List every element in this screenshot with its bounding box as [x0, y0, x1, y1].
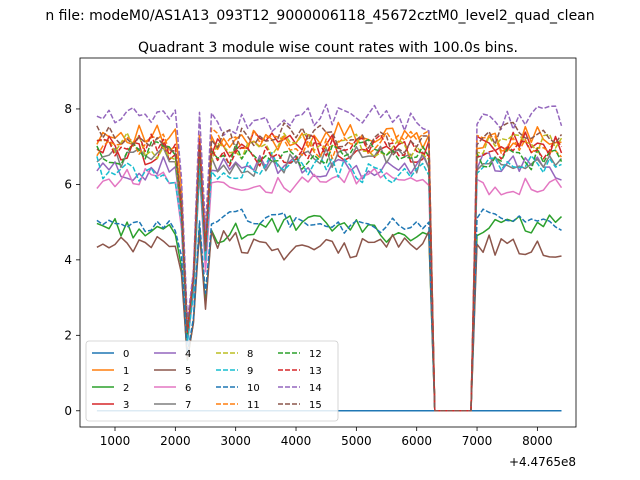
- series-line-7: [96, 145, 563, 412]
- legend-label-8: 8: [247, 349, 253, 360]
- x-tick-label: 3000: [220, 434, 251, 448]
- legend-frame: [85, 340, 339, 422]
- x-tick-label: 6000: [401, 434, 432, 448]
- legend-label-14: 14: [309, 383, 322, 394]
- series-line-14: [96, 103, 563, 412]
- legend-label-3: 3: [123, 400, 129, 411]
- x-tick-label: 4000: [281, 434, 312, 448]
- x-offset-label: +4.4765e8: [509, 455, 576, 469]
- legend-label-4: 4: [185, 349, 191, 360]
- x-axis: 1000 2000 3000 4000 5000 6000 7000 8000: [100, 427, 553, 448]
- y-tick-label: 0: [64, 404, 72, 418]
- legend-label-7: 7: [185, 400, 191, 411]
- y-axis: 0 2 4 6 8: [64, 102, 80, 418]
- chart-suptitle: n file: modeM0/AS1A13_093T12_9000006118_…: [45, 8, 594, 24]
- chart-title: Quadrant 3 module wise count rates with …: [138, 40, 518, 56]
- legend-label-5: 5: [185, 366, 191, 377]
- legend-label-11: 11: [247, 400, 260, 411]
- legend-label-6: 6: [185, 383, 191, 394]
- axes-frame: [79, 57, 577, 428]
- y-tick-label: 2: [64, 328, 72, 342]
- series-line-10: [96, 208, 562, 412]
- x-tick-label: 2000: [160, 434, 191, 448]
- series-line-1: [96, 121, 562, 412]
- x-tick-label: 7000: [462, 434, 493, 448]
- legend-label-10: 10: [247, 383, 260, 394]
- x-tick-label: 8000: [522, 434, 553, 448]
- legend-label-15: 15: [309, 400, 322, 411]
- series-line-13: [96, 133, 563, 412]
- series-line-5: [96, 230, 562, 412]
- legend-label-1: 1: [123, 366, 129, 377]
- series-line-15: [96, 121, 563, 412]
- x-tick-label: 5000: [341, 434, 372, 448]
- series-layer: [96, 103, 563, 412]
- y-tick-label: 8: [64, 102, 72, 116]
- y-tick-label: 6: [64, 177, 72, 191]
- y-tick-label: 4: [64, 253, 72, 267]
- legend-label-9: 9: [247, 366, 253, 377]
- series-line-3: [96, 130, 563, 412]
- legend-label-0: 0: [123, 349, 129, 360]
- series-line-2: [96, 214, 563, 412]
- legend-label-2: 2: [123, 383, 129, 394]
- legend-label-13: 13: [309, 366, 322, 377]
- series-line-12: [96, 138, 563, 412]
- series-line-4: [96, 150, 562, 412]
- legend-label-12: 12: [309, 349, 322, 360]
- x-tick-label: 1000: [100, 434, 131, 448]
